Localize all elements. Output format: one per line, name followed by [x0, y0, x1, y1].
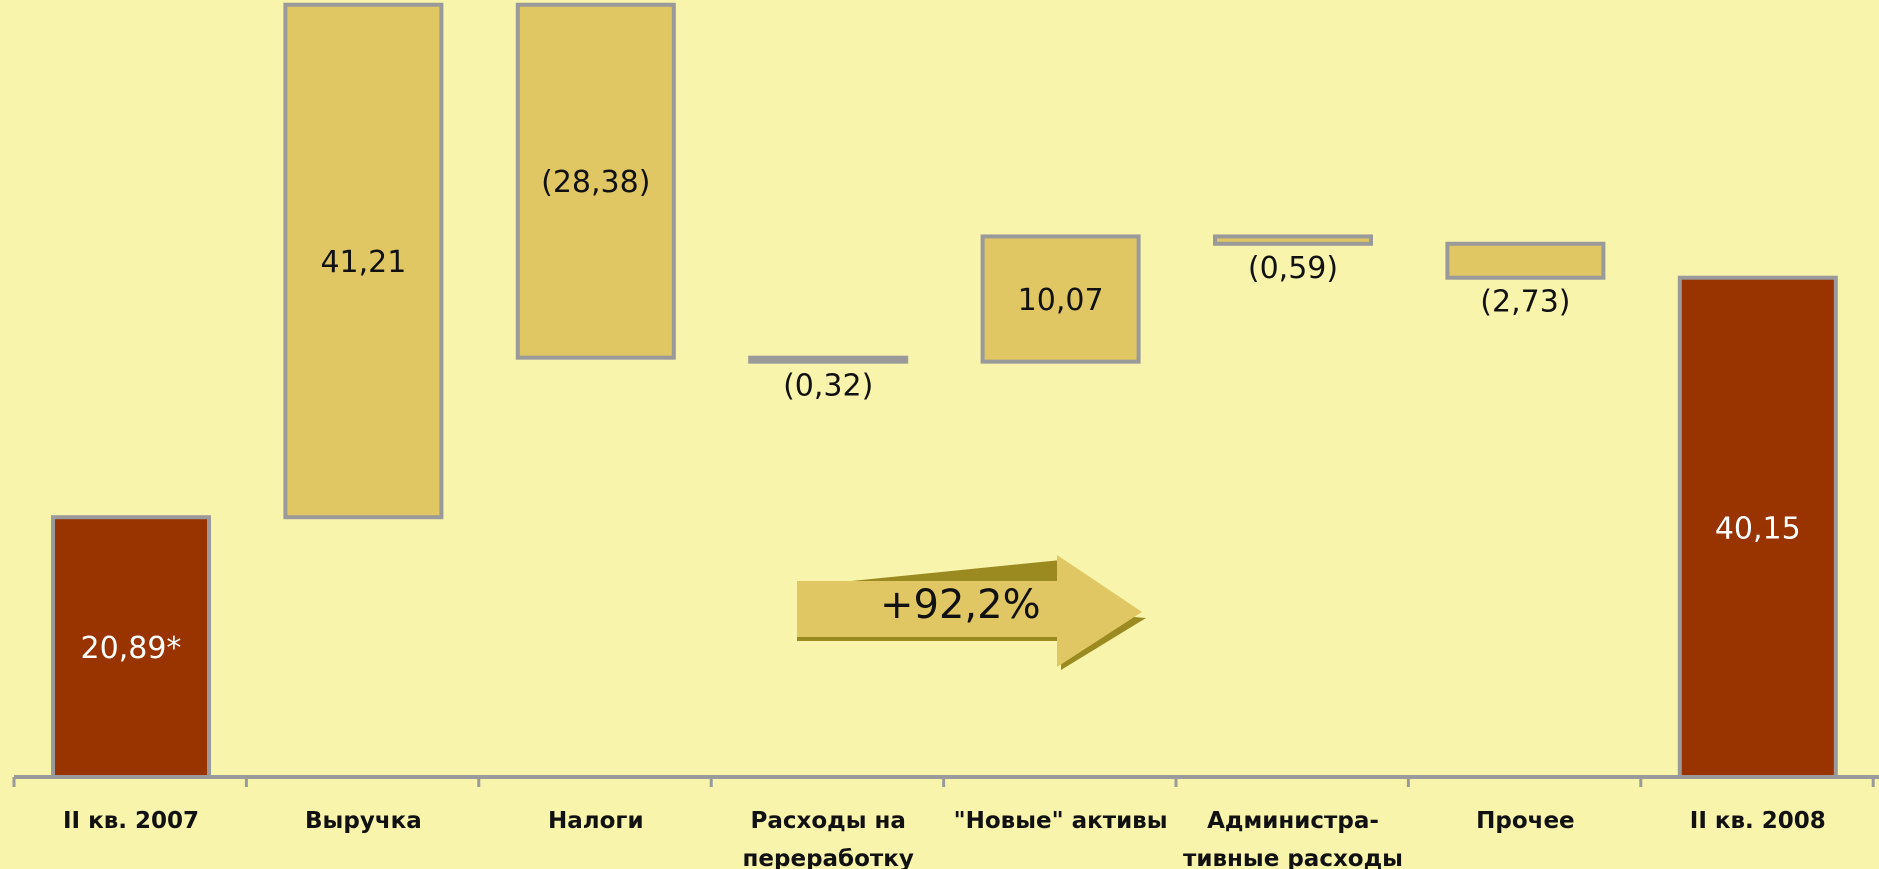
bar-value-label: 41,21 [320, 245, 406, 280]
category-label: Прочее [1476, 808, 1575, 834]
category-label: Выручка [305, 808, 422, 834]
category-label: переработку [743, 846, 914, 869]
waterfall-bar [1213, 234, 1373, 246]
category-label: Администра- [1207, 808, 1379, 834]
waterfall-bar [283, 2, 444, 520]
category-label: Налоги [548, 808, 644, 834]
growth-annotation: +92,2% [880, 582, 1041, 628]
bar-value-label: (28,38) [541, 165, 650, 200]
category-label: "Новые" активы [954, 808, 1168, 834]
category-label: тивные расходы [1183, 846, 1403, 869]
waterfall-bar [51, 515, 211, 779]
category-label: Расходы на [750, 808, 905, 834]
waterfall-bar [515, 2, 676, 360]
bar-value-label: 20,89* [81, 631, 182, 666]
waterfall-bar [1445, 241, 1606, 280]
waterfall-bar [748, 355, 909, 364]
category-label: II кв. 2008 [1690, 808, 1826, 834]
waterfall-bar [980, 234, 1141, 364]
bar-value-label: (0,32) [783, 369, 873, 404]
waterfall-bar [1677, 275, 1838, 779]
bar-value-label: (0,59) [1248, 251, 1338, 286]
bar-value-label: (2,73) [1480, 285, 1570, 320]
bar-value-label: 10,07 [1018, 283, 1104, 318]
bar-value-label: 40,15 [1715, 511, 1801, 546]
category-label: II кв. 2007 [63, 808, 199, 834]
